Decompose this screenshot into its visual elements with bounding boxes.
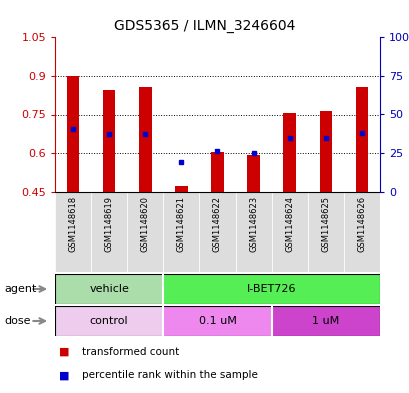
Bar [55,274,163,304]
Bar [343,192,379,272]
Text: GSM1148621: GSM1148621 [176,196,185,252]
Bar [55,192,91,272]
Text: percentile rank within the sample: percentile rank within the sample [81,371,257,380]
Text: GSM1148622: GSM1148622 [213,196,221,252]
Bar [319,110,331,192]
Bar [139,87,151,192]
Bar [175,185,187,192]
Bar [283,113,295,192]
Bar [355,87,367,192]
Text: dose: dose [4,316,31,326]
Text: GSM1148625: GSM1148625 [321,196,330,252]
Text: ■: ■ [59,347,70,357]
Text: 1 uM: 1 uM [311,316,339,326]
Text: ■: ■ [59,371,70,380]
Bar [235,192,271,272]
Text: GSM1148619: GSM1148619 [104,196,113,252]
Bar [103,90,115,192]
Text: vehicle: vehicle [89,284,129,294]
Bar [127,192,163,272]
Bar [163,274,379,304]
Bar [271,306,379,336]
Text: GSM1148620: GSM1148620 [140,196,149,252]
Text: GDS5365 / ILMN_3246604: GDS5365 / ILMN_3246604 [114,19,295,33]
Bar [199,192,235,272]
Text: GSM1148624: GSM1148624 [285,196,294,252]
Bar [163,192,199,272]
Bar [271,192,307,272]
Bar [55,306,163,336]
Text: control: control [90,316,128,326]
Text: GSM1148626: GSM1148626 [357,196,366,252]
Text: I-BET726: I-BET726 [246,284,296,294]
Bar [67,76,79,192]
Text: agent: agent [4,284,36,294]
Text: transformed count: transformed count [81,347,178,357]
Text: 0.1 uM: 0.1 uM [198,316,236,326]
Text: GSM1148623: GSM1148623 [249,196,258,252]
Bar [307,192,343,272]
Bar [91,192,127,272]
Text: GSM1148618: GSM1148618 [68,196,77,252]
Bar [247,154,259,192]
Bar [163,306,271,336]
Bar [211,152,223,192]
